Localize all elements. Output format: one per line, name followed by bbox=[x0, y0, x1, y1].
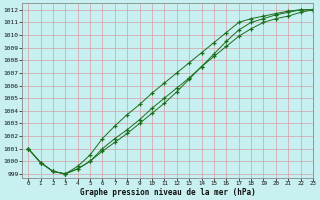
X-axis label: Graphe pression niveau de la mer (hPa): Graphe pression niveau de la mer (hPa) bbox=[80, 188, 255, 197]
